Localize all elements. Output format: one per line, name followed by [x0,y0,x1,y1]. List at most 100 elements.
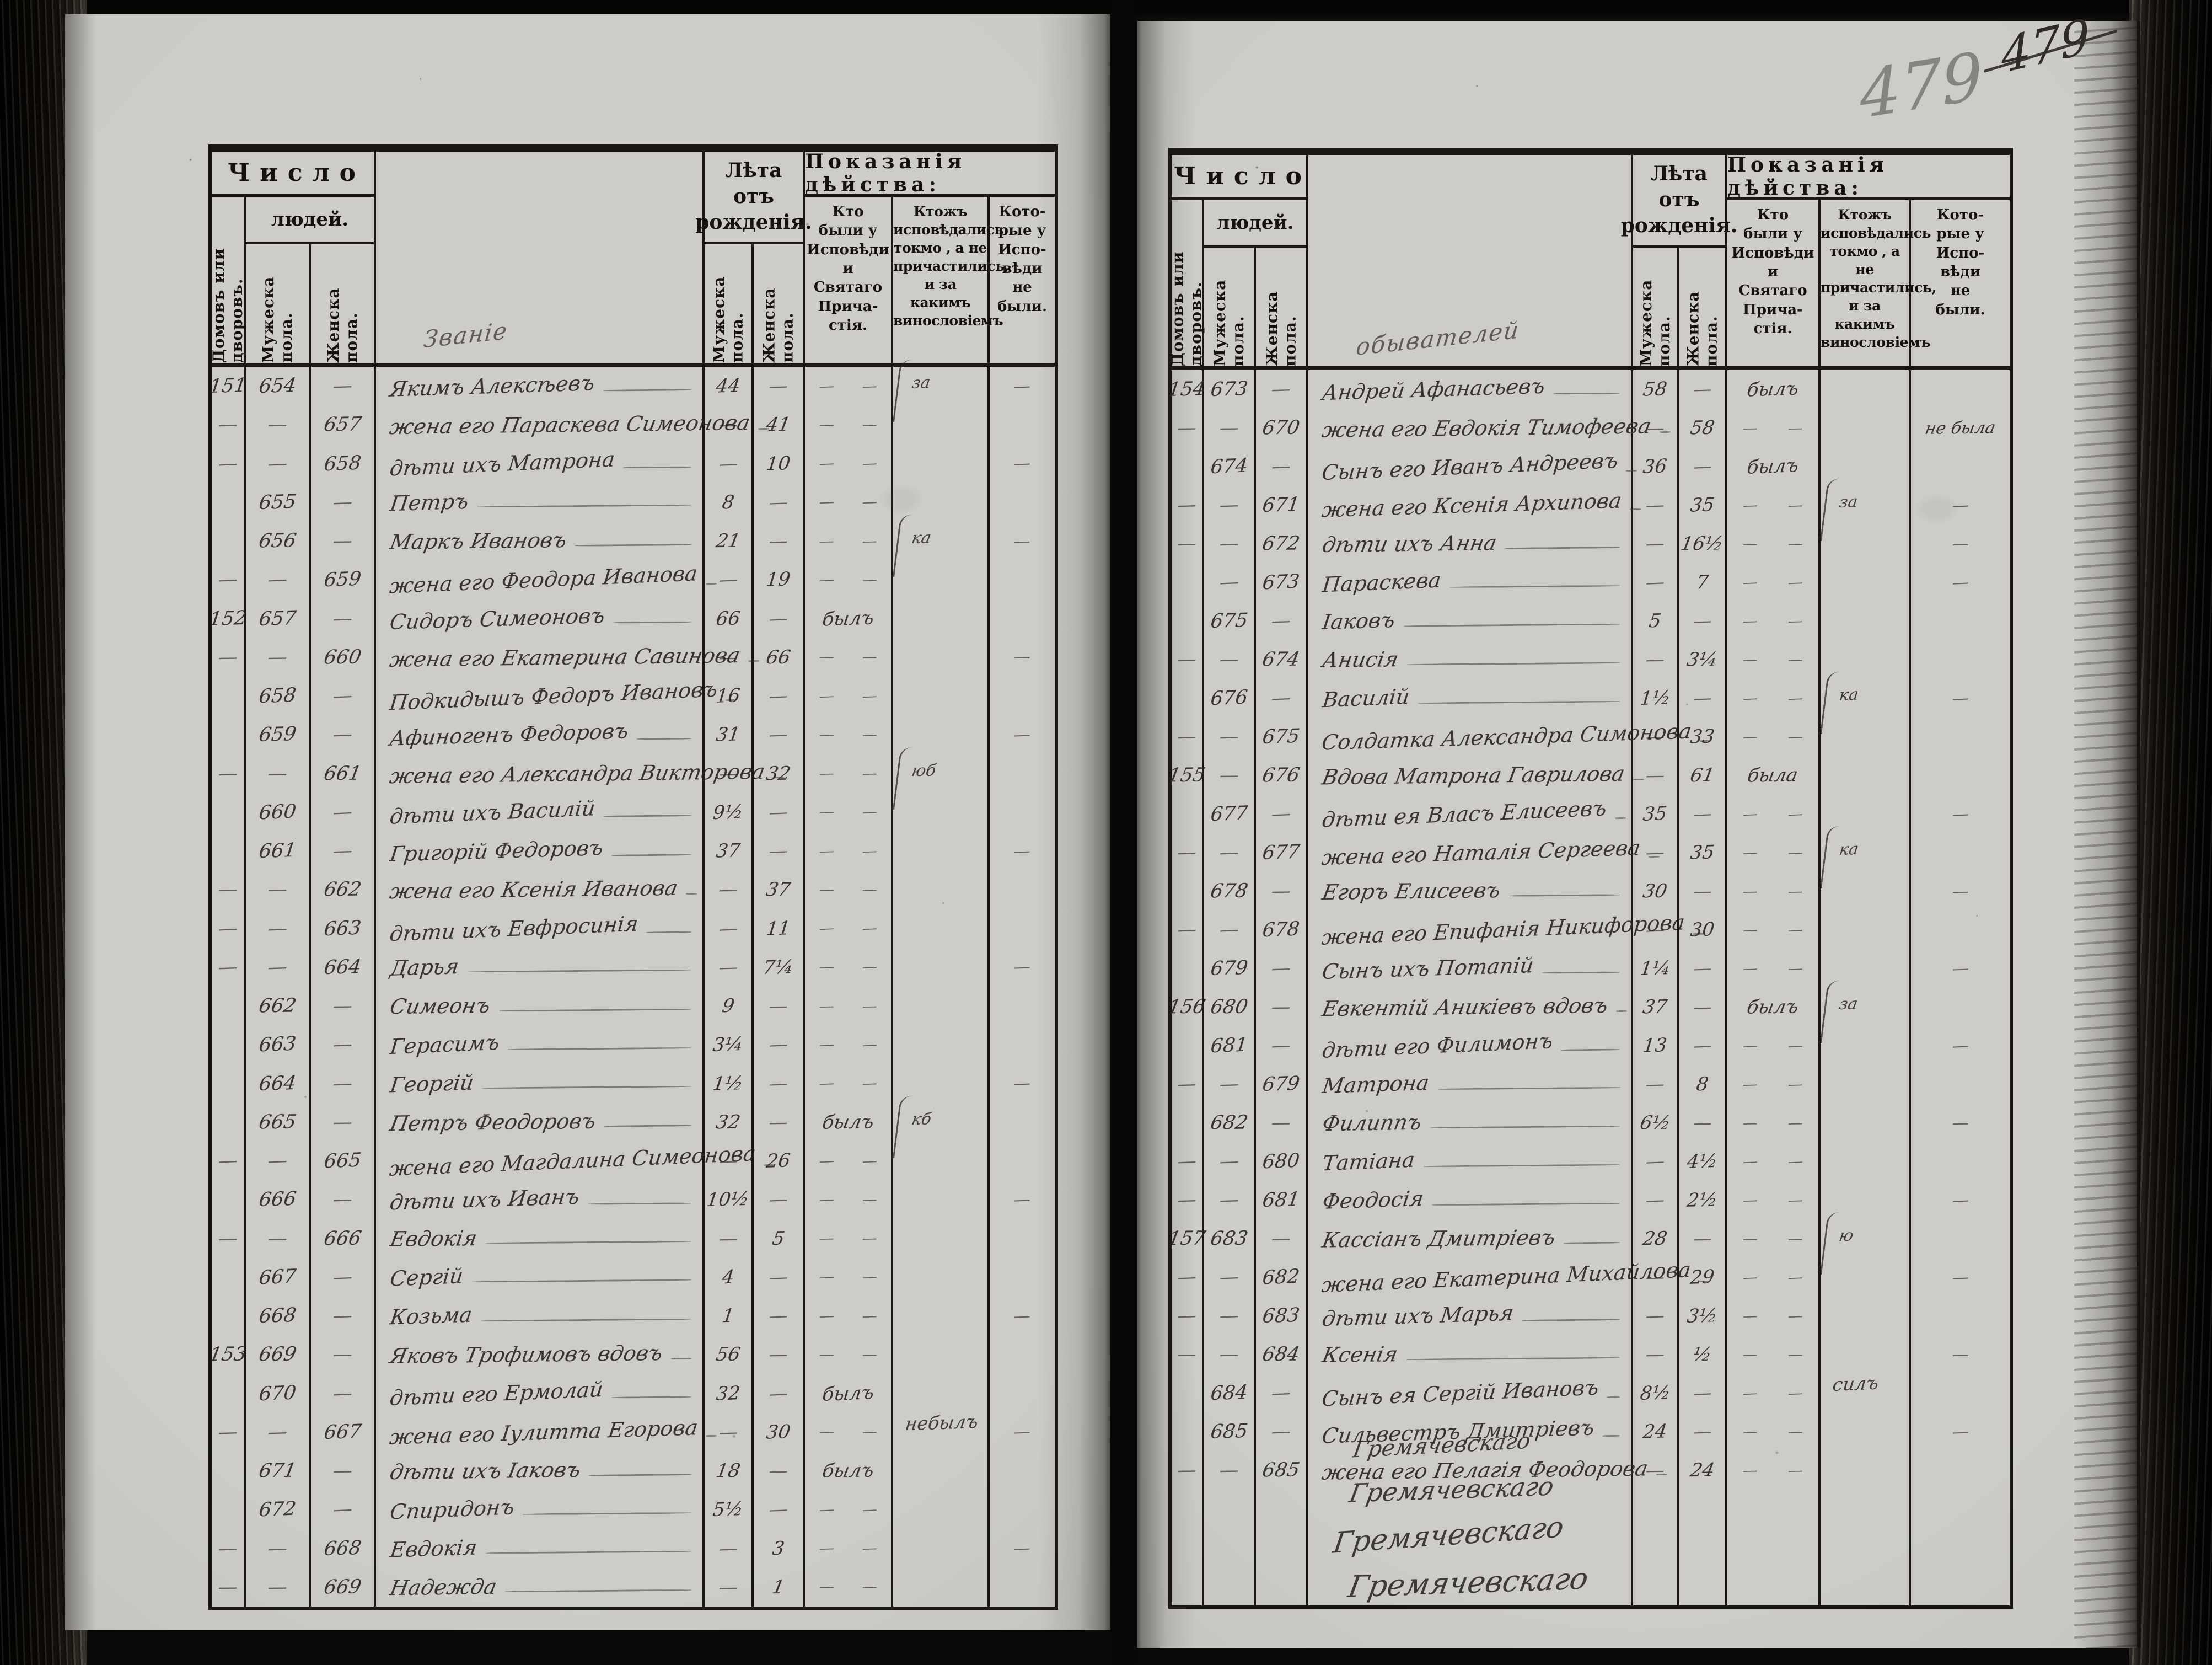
name-trail-line [646,931,692,934]
name-cell: жена его Магдалина Симеонова [376,1141,775,1181]
table-row: — —681 Феодосія —2½ — — — [1172,1181,2010,1219]
male-age-cell: — [1633,1181,1679,1219]
female-age: 16½ [1679,532,1726,555]
male-number-cell: 662 [246,987,311,1026]
dash-mark: — [1742,1384,1759,1402]
dash-mark: — [861,958,878,976]
male-age: — [716,762,740,785]
male-age: — [1644,494,1666,517]
male-age-cell: 5 [1633,602,1679,640]
dash-mark: — [1787,805,1804,823]
confessed-only-cell [1821,1451,1911,1490]
name-trail-line [575,543,692,547]
confession-cell: — — [805,754,893,793]
confessed-only-cell [893,1025,990,1064]
header-line: были у [818,222,878,239]
female-number: 662 [321,878,363,901]
table-row: 678— Егоръ Елисеевъ 30— — — — [1172,872,2010,911]
name-trail-line [1564,1241,1620,1244]
female-number-cell: — [311,715,376,754]
name-trail-line [485,1240,692,1244]
male-age-cell: — [705,405,754,445]
name-trail-line [589,1473,692,1476]
name-trail-line [1418,700,1620,704]
person-name: жена его Евдокія Тимофеева [1320,414,1653,442]
absent-cell [990,793,1055,832]
male-number-cell: — [246,1142,311,1181]
margin-annotation: небылъ [904,1410,980,1434]
header-line: были у [1743,226,1802,243]
name-trail-line [1449,585,1620,588]
male-number-cell: — [1204,563,1256,602]
male-age: 4 [721,1266,735,1289]
name-trail-line [1437,1086,1620,1090]
dash-mark: — [817,649,836,666]
person-name: Сынъ ея Сергій Ивановъ [1320,1375,1600,1411]
person-name: дѣти ихъ Василій [388,796,597,829]
confessed-only-cell: ка [1820,670,1911,736]
houses-number: — [1175,532,1199,555]
female-number-cell: — [311,1102,376,1142]
male-number: — [266,956,289,979]
absent-cell [990,483,1055,522]
female-number-cell: 682 [1256,1258,1308,1297]
male-number-cell: — [1204,524,1256,563]
female-age-cell: — [1679,1374,1727,1412]
confessed-only-cell: небылъ [893,1410,990,1452]
male-number: 684 [1209,1381,1249,1405]
dash-mark: — [1741,1423,1759,1441]
male-age-cell: — [1633,1297,1679,1335]
person-name: дѣти ихъ Матрона [388,447,616,481]
female-number-cell: 683 [1256,1297,1308,1335]
houses-number: — [1175,1150,1198,1173]
female-number-cell: 677 [1256,833,1308,872]
person-name: дѣти ихъ Марья [1320,1300,1515,1331]
empty-cell [1821,1528,1911,1567]
person-name: Козьма [388,1302,474,1330]
confession-note: былъ [820,607,876,631]
confession-cell: — — [805,638,893,677]
houses-cell: — [212,870,246,909]
person-name: Спиридонъ [389,1495,516,1525]
absent-cell [990,560,1055,599]
confession-cell: былъ [805,1452,893,1491]
header-line: Святаго [813,279,883,296]
female-number: 668 [322,1536,363,1560]
name-cell: жена его Іулитта Егорова [376,1412,717,1452]
confessed-only-cell [1821,949,1911,988]
confession-cell: былъ [805,1102,893,1142]
male-age-cell: — [1633,486,1679,524]
confession-cell: — — [1727,1026,1821,1065]
female-age: ½ [1691,1343,1714,1366]
person-name: жена его Епифанія Никифорова [1320,910,1686,950]
male-number-cell: 677 [1204,795,1256,833]
confession-cell: — — [1727,1219,1821,1258]
female-number: — [331,1033,353,1057]
col-header-number-group: Число [1172,155,1308,200]
female-number: 679 [1261,1072,1301,1096]
female-number: — [1269,1227,1293,1250]
table-row: 677— дѣти ея Власъ Елисеевъ 35— — — — [1172,795,2010,833]
female-age: — [1691,1420,1714,1443]
table-header: Число обывателей Лѣта отъ рожденія. Показані… [1169,153,2010,370]
houses-number: — [216,762,240,785]
male-number-cell: — [1204,756,1256,795]
female-age: 33 [1689,725,1716,748]
name-cell: Сидоръ Симеоновъ [376,599,705,638]
absent-cell [990,754,1055,793]
female-age-cell: — [754,1102,805,1142]
table-row: — —683 дѣти ихъ Марья —3½ — — [1172,1297,2010,1335]
houses-cell: — [1172,1181,1204,1219]
confession-note: былъ [820,1459,876,1482]
confession-cell: — — [1727,1297,1821,1335]
male-number-cell: 659 [246,715,311,754]
houses-cell [1172,602,1204,640]
male-number-cell: 684 [1204,1374,1256,1412]
houses-number: — [1175,1188,1198,1212]
houses-cell [1172,563,1204,602]
female-age-cell: — [1679,988,1727,1026]
confessed-only-cell [893,1490,990,1529]
name-cell: Сергій [376,1257,705,1297]
dash-mark: — [861,726,878,744]
confession-cell: былъ [1727,370,1821,409]
